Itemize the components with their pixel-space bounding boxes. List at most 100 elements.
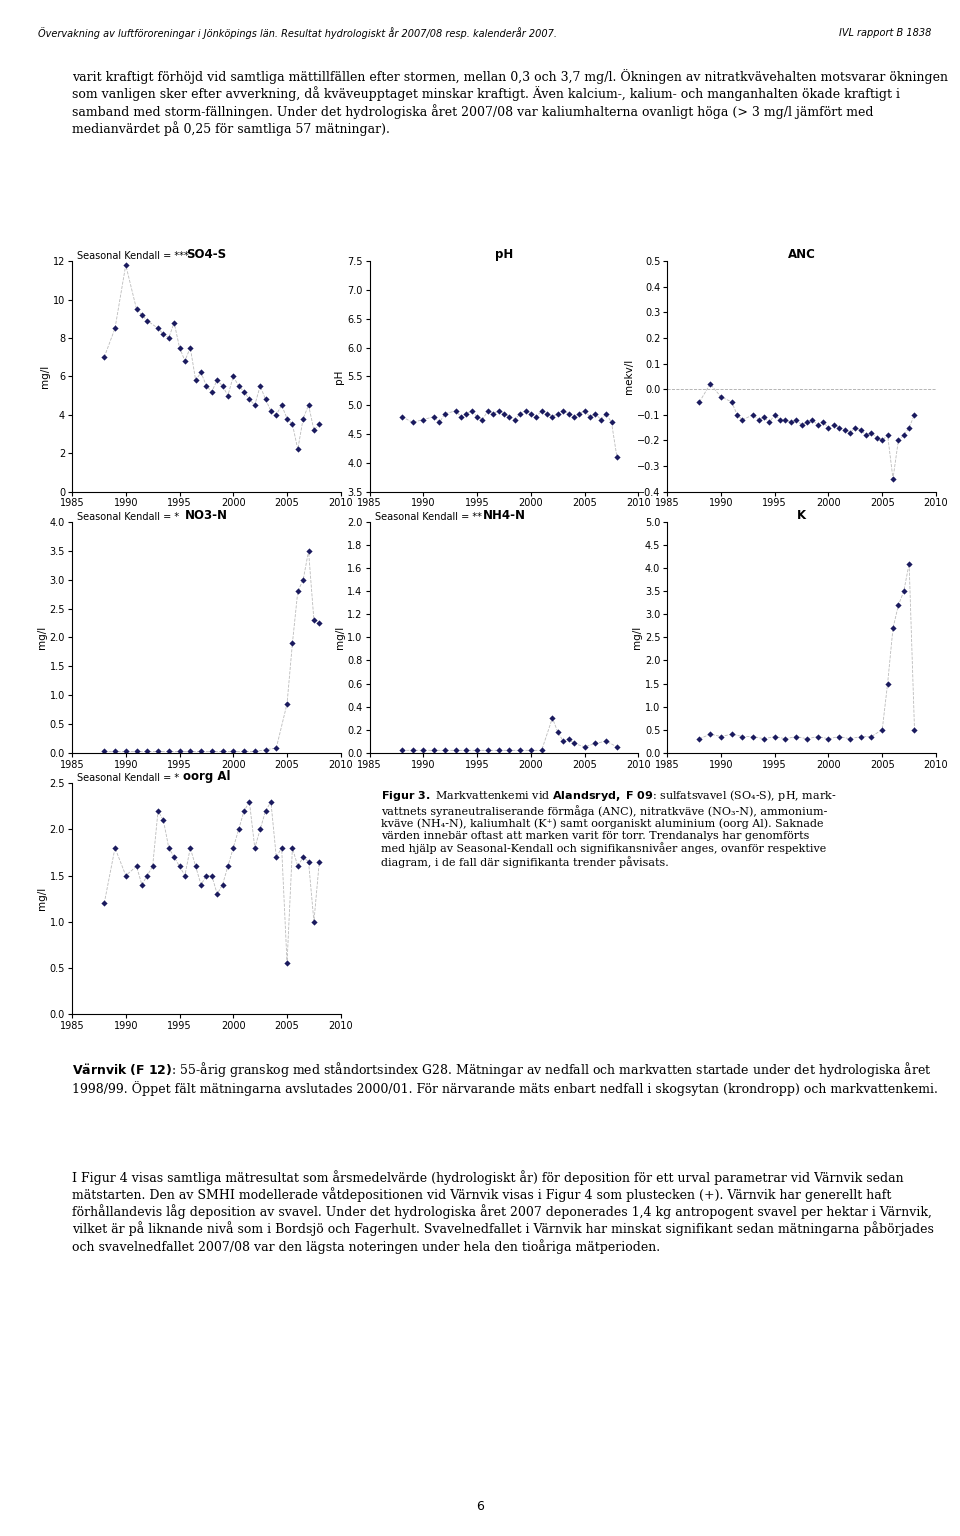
Point bbox=[858, 422, 874, 447]
Point bbox=[577, 734, 592, 759]
Point bbox=[534, 399, 549, 424]
Point bbox=[285, 631, 300, 656]
Point bbox=[193, 739, 208, 763]
Point bbox=[242, 387, 257, 412]
Point bbox=[550, 401, 565, 425]
Point bbox=[896, 579, 911, 604]
Point bbox=[247, 739, 262, 763]
Point bbox=[583, 404, 598, 429]
Point bbox=[306, 909, 322, 934]
Point bbox=[139, 863, 155, 888]
Point bbox=[166, 845, 181, 869]
Point bbox=[853, 725, 869, 750]
Point bbox=[804, 407, 820, 432]
Point bbox=[285, 412, 300, 436]
Title: pH: pH bbox=[494, 249, 514, 261]
Point bbox=[561, 401, 576, 425]
Point bbox=[746, 402, 761, 427]
Point bbox=[783, 410, 799, 435]
Point bbox=[523, 739, 539, 763]
Point bbox=[129, 296, 144, 321]
Point bbox=[692, 390, 708, 415]
Point bbox=[593, 407, 609, 432]
Point bbox=[178, 863, 193, 888]
Point bbox=[604, 410, 619, 435]
Point bbox=[610, 734, 625, 759]
Point bbox=[426, 739, 442, 763]
Point bbox=[220, 854, 235, 879]
Point bbox=[312, 611, 327, 636]
Point bbox=[821, 727, 836, 751]
Point bbox=[534, 739, 549, 763]
Point bbox=[252, 817, 268, 842]
Point bbox=[756, 406, 772, 430]
Point bbox=[842, 727, 857, 751]
Point bbox=[199, 373, 214, 398]
Point bbox=[97, 739, 112, 763]
Point bbox=[151, 316, 166, 341]
Point bbox=[134, 872, 150, 897]
Point bbox=[550, 719, 565, 745]
Point bbox=[800, 727, 815, 751]
Point bbox=[139, 739, 155, 763]
Point bbox=[166, 310, 181, 335]
Y-axis label: mg/l: mg/l bbox=[36, 625, 47, 650]
Point bbox=[426, 404, 442, 429]
Point bbox=[118, 739, 133, 763]
Point bbox=[513, 739, 528, 763]
Point bbox=[502, 404, 517, 429]
Point bbox=[209, 369, 225, 393]
Point bbox=[279, 406, 295, 430]
Point bbox=[767, 402, 782, 427]
Point bbox=[469, 404, 485, 429]
Point bbox=[875, 717, 890, 742]
Point bbox=[544, 404, 560, 429]
Point bbox=[556, 399, 571, 424]
Point bbox=[891, 429, 906, 453]
Point bbox=[885, 616, 900, 641]
Point bbox=[502, 739, 517, 763]
Point bbox=[108, 739, 123, 763]
Point bbox=[215, 373, 230, 398]
Point bbox=[290, 436, 305, 461]
Point bbox=[529, 404, 544, 429]
Point bbox=[800, 410, 815, 435]
Point bbox=[556, 730, 571, 754]
Point bbox=[258, 799, 274, 823]
Point bbox=[285, 836, 300, 860]
Point bbox=[901, 415, 917, 439]
Point bbox=[242, 790, 257, 814]
Point bbox=[182, 739, 198, 763]
Point bbox=[416, 739, 431, 763]
Y-axis label: mg/l: mg/l bbox=[40, 364, 50, 389]
Point bbox=[496, 401, 512, 425]
Point bbox=[837, 418, 852, 442]
Point bbox=[540, 401, 555, 425]
Point bbox=[437, 401, 452, 425]
Point bbox=[734, 725, 750, 750]
Point bbox=[598, 401, 613, 425]
Point bbox=[258, 737, 274, 762]
Text: varit kraftigt förhöjd vid samtliga mättillfällen efter stormen, mellan 0,3 och : varit kraftigt förhöjd vid samtliga mätt… bbox=[72, 69, 948, 137]
Point bbox=[156, 808, 171, 833]
Point bbox=[97, 891, 112, 915]
Point bbox=[151, 739, 166, 763]
Point bbox=[598, 730, 613, 754]
Point bbox=[193, 361, 208, 386]
Text: 6: 6 bbox=[476, 1501, 484, 1513]
Point bbox=[312, 849, 327, 874]
Point bbox=[432, 410, 447, 435]
Point bbox=[885, 467, 900, 492]
Y-axis label: mg/l: mg/l bbox=[632, 625, 642, 650]
Point bbox=[274, 836, 289, 860]
Point bbox=[464, 399, 479, 424]
Point bbox=[907, 717, 923, 742]
Point bbox=[236, 799, 252, 823]
Point bbox=[161, 836, 177, 860]
Point bbox=[788, 407, 804, 432]
Point bbox=[269, 736, 284, 760]
Point bbox=[312, 412, 327, 436]
Point bbox=[405, 739, 420, 763]
Point bbox=[226, 836, 241, 860]
Point bbox=[437, 739, 452, 763]
